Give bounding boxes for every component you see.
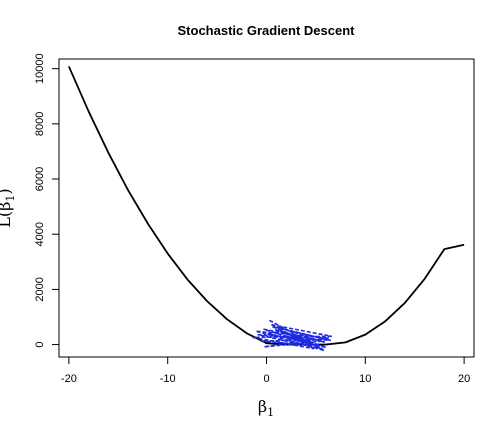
series-layer	[68, 66, 465, 352]
y-axis-label-close: )	[0, 188, 14, 194]
sgd-step-segment	[288, 332, 325, 343]
y-tick-label: 4000	[34, 222, 46, 246]
y-axis-label-main: L(β	[0, 202, 14, 228]
sgd-step-segment	[271, 323, 332, 338]
x-tick-label: -10	[160, 373, 176, 385]
sgd-step-segment	[257, 333, 323, 351]
chart-title: Stochastic Gradient Descent	[178, 23, 356, 38]
y-tick-label: 2000	[34, 277, 46, 301]
y-axis-label-subscript: 1	[4, 195, 17, 202]
sgd-step-segment	[252, 336, 315, 350]
y-tick-label: 6000	[34, 167, 46, 191]
sgd-step-segment	[272, 325, 331, 342]
sgd-step-segment	[260, 340, 317, 347]
y-axis: 0 2000 4000 6000 8000 10000	[34, 53, 60, 348]
x-axis-label-main: β	[258, 397, 267, 416]
x-axis-label: β1	[258, 397, 274, 419]
sgd-step-segment	[257, 333, 331, 342]
sgd-step-segment	[264, 340, 321, 348]
x-axis: -20 -10 0 10 20	[61, 356, 470, 385]
y-tick-label: 10000	[34, 53, 46, 84]
loss-curve	[68, 66, 465, 346]
x-tick-label: 10	[359, 373, 371, 385]
sgd-step-segment	[264, 337, 329, 348]
x-axis-label-subscript: 1	[267, 406, 274, 419]
x-tick-label: 20	[458, 373, 470, 385]
plot-frame	[58, 58, 475, 358]
y-tick-label: 8000	[34, 112, 46, 136]
y-axis-label: L(β1)	[0, 188, 17, 227]
y-tick-label: 0	[34, 342, 46, 348]
x-tick-label: 0	[263, 373, 269, 385]
sgd-step-segment	[263, 328, 311, 345]
x-tick-label: -20	[61, 373, 77, 385]
sgd-step-segment	[287, 332, 316, 346]
